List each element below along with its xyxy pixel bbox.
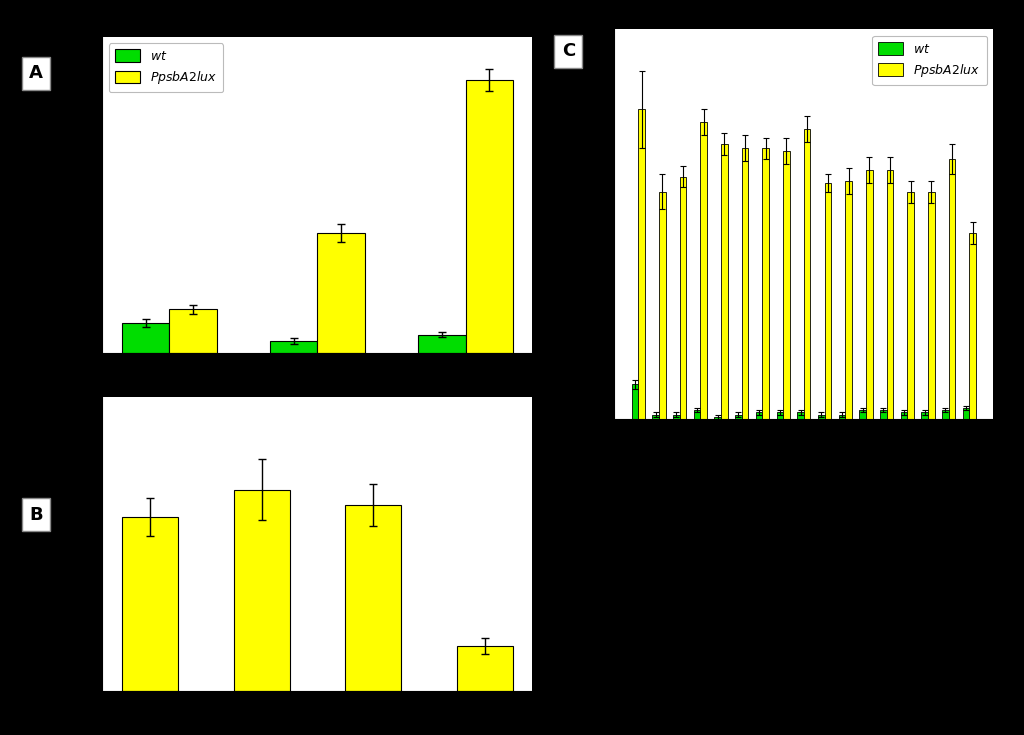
- Y-axis label: RLU/A730: RLU/A730: [52, 165, 65, 225]
- Bar: [169, 309, 217, 353]
- Bar: [418, 334, 466, 353]
- Bar: [824, 183, 831, 419]
- Bar: [907, 192, 914, 419]
- Bar: [922, 412, 928, 419]
- Bar: [804, 129, 810, 419]
- Bar: [680, 176, 686, 419]
- Bar: [638, 110, 645, 419]
- Bar: [866, 170, 872, 419]
- Bar: [715, 417, 721, 419]
- Bar: [839, 415, 845, 419]
- Bar: [963, 408, 970, 419]
- Bar: [901, 412, 907, 419]
- Bar: [233, 490, 290, 691]
- Bar: [928, 192, 935, 419]
- Legend: $\it{wt}$, $\it{PpsbA2lux}$: $\it{wt}$, $\it{PpsbA2lux}$: [872, 36, 987, 85]
- Text: A: A: [29, 65, 43, 82]
- Legend: $\it{wt}$, $\it{PpsbA2lux}$: $\it{wt}$, $\it{PpsbA2lux}$: [109, 43, 223, 93]
- Bar: [345, 505, 401, 691]
- Bar: [818, 415, 824, 419]
- Bar: [783, 151, 790, 419]
- Bar: [466, 80, 513, 353]
- Y-axis label: RLU/A730: RLU/A730: [52, 514, 65, 574]
- Bar: [798, 412, 804, 419]
- Text: B: B: [29, 506, 43, 523]
- Bar: [845, 181, 852, 419]
- Y-axis label: RLU/A730: RLU/A730: [564, 194, 577, 254]
- Bar: [970, 233, 976, 419]
- Bar: [721, 144, 728, 419]
- Bar: [122, 323, 169, 353]
- Bar: [859, 410, 866, 419]
- Bar: [659, 192, 666, 419]
- Bar: [270, 341, 317, 353]
- Bar: [756, 412, 763, 419]
- Bar: [741, 148, 749, 419]
- X-axis label: Aika (min): Aika (min): [772, 440, 836, 452]
- Bar: [317, 233, 365, 353]
- Bar: [457, 646, 513, 691]
- Bar: [880, 410, 887, 419]
- Bar: [948, 159, 955, 419]
- Bar: [673, 415, 680, 419]
- Bar: [652, 415, 659, 419]
- Bar: [735, 415, 741, 419]
- Bar: [942, 410, 948, 419]
- Bar: [763, 148, 769, 419]
- Bar: [700, 123, 707, 419]
- Bar: [776, 412, 783, 419]
- Bar: [122, 517, 178, 691]
- Text: C: C: [562, 43, 574, 60]
- X-axis label: Konsentraatio (mM): Konsentraatio (mM): [256, 714, 379, 728]
- Bar: [632, 384, 638, 419]
- Bar: [693, 410, 700, 419]
- Bar: [887, 170, 893, 419]
